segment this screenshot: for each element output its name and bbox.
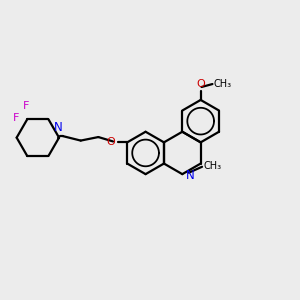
Text: CH₃: CH₃ bbox=[214, 79, 232, 89]
Text: N: N bbox=[54, 122, 62, 134]
Text: F: F bbox=[22, 101, 29, 111]
Text: CH₃: CH₃ bbox=[203, 161, 221, 171]
Text: O: O bbox=[196, 79, 205, 89]
Text: N: N bbox=[186, 169, 195, 182]
Text: O: O bbox=[106, 137, 115, 147]
Text: F: F bbox=[13, 112, 19, 122]
